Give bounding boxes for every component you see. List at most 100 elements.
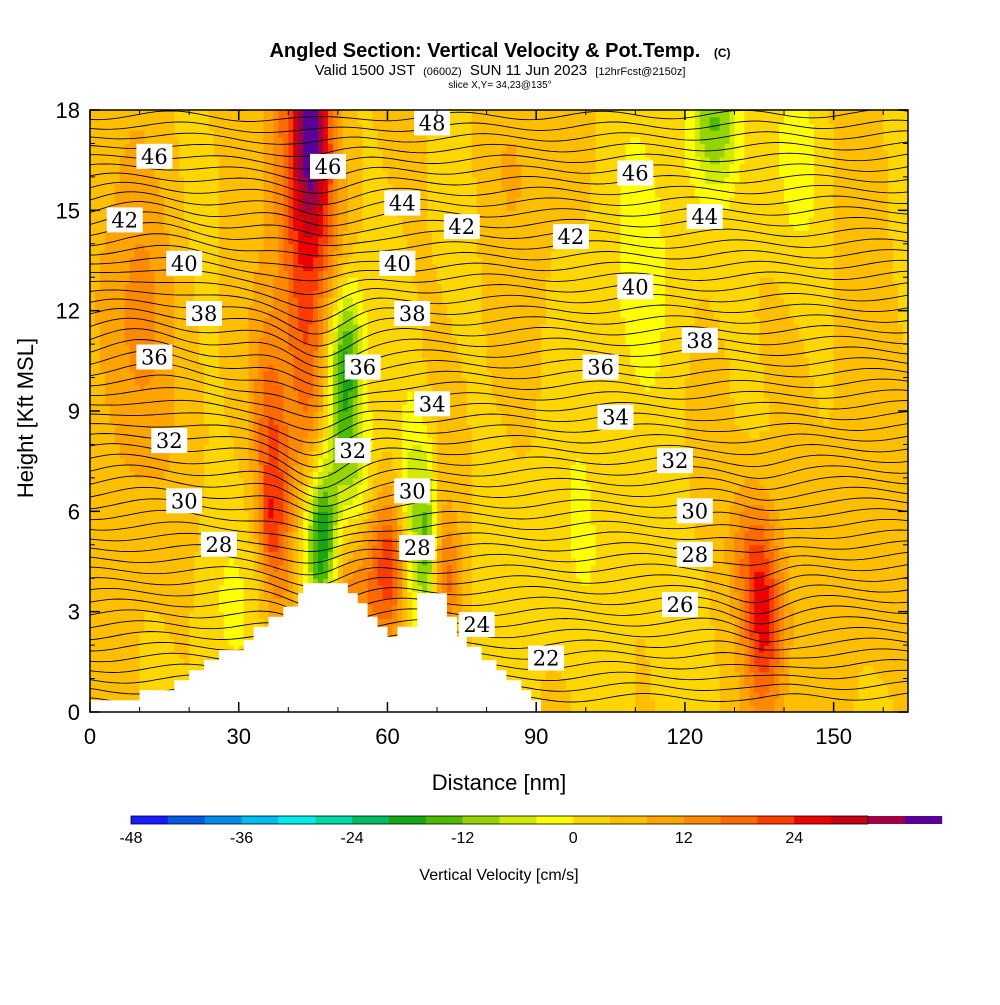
velocity-cell [253,163,260,171]
velocity-cell [208,578,215,586]
velocity-cell [313,411,319,419]
velocity-cell [357,317,364,325]
velocity-cell [124,424,131,432]
velocity-cell [258,344,265,352]
velocity-cell [357,290,364,298]
velocity-cell [327,317,334,325]
velocity-cell [308,444,314,452]
velocity-cell [283,524,289,532]
velocity-cell [204,477,210,486]
velocity-cell [114,665,121,673]
velocity-cell [139,337,146,345]
velocity-cell [288,237,294,245]
velocity-cell [134,404,141,412]
velocity-cell [129,290,136,298]
velocity-cell [109,270,116,278]
velocity-cell [293,538,299,546]
velocity-cell [109,424,116,432]
velocity-cell [318,497,324,506]
velocity-cell [278,303,284,312]
velocity-cell [189,564,195,573]
velocity-cell [159,377,165,385]
velocity-cell [204,591,210,599]
velocity-cell [327,504,334,512]
velocity-cell [109,431,116,439]
velocity-cell [337,203,344,211]
velocity-cell [288,330,294,339]
velocity-cell [268,411,275,419]
velocity-cell [213,357,220,365]
velocity-cell [199,110,205,118]
velocity-cell [273,538,279,546]
velocity-cell [199,150,205,158]
velocity-cell [124,143,131,151]
velocity-cell [337,317,344,325]
velocity-cell [258,404,265,412]
velocity-cell [124,417,131,425]
velocity-cell [233,518,240,526]
velocity-cell [238,491,245,499]
velocity-cell [303,170,309,178]
velocity-cell [323,578,329,586]
velocity-cell [258,437,265,446]
velocity-cell [99,457,106,466]
velocity-cell [347,303,354,312]
velocity-cell [223,223,230,231]
velocity-cell [213,444,220,452]
velocity-cell [99,163,106,171]
velocity-cell [337,384,344,392]
velocity-cell [124,390,131,399]
velocity-cell [283,417,289,425]
velocity-cell [204,290,210,298]
velocity-cell [263,257,270,265]
velocity-cell [119,257,126,265]
velocity-cell [253,303,260,312]
velocity-cell [179,538,185,546]
velocity-cell [223,250,230,258]
velocity-cell [258,130,265,138]
velocity-cell [288,317,294,325]
velocity-cell [199,243,205,252]
velocity-cell [114,571,121,579]
velocity-cell [298,210,304,218]
velocity-cell [129,377,136,385]
velocity-cell [90,344,96,352]
velocity-cell [308,150,314,158]
velocity-cell [248,183,255,191]
velocity-cell [94,678,101,686]
velocity-cell [119,317,126,325]
velocity-cell [308,143,314,151]
velocity-cell [223,631,230,640]
velocity-cell [189,123,195,131]
velocity-cell [238,437,245,446]
velocity-cell [90,591,96,599]
velocity-cell [184,611,190,619]
velocity-cell [253,203,260,211]
velocity-cell [114,277,121,285]
velocity-cell [149,631,156,640]
velocity-cell [174,397,180,405]
velocity-cell [204,170,210,178]
velocity-cell [139,377,146,385]
velocity-cell [308,491,314,499]
velocity-cell [213,424,220,432]
velocity-cell [218,558,225,566]
velocity-cell [104,431,111,439]
velocity-cell [99,424,106,432]
velocity-cell [149,116,156,124]
velocity-cell [90,638,96,646]
velocity-cell [303,471,309,479]
velocity-cell [154,237,161,245]
velocity-cell [318,217,324,225]
velocity-cell [228,431,235,439]
velocity-cell [179,625,185,633]
velocity-cell [179,230,185,238]
velocity-cell [357,598,364,606]
velocity-cell [104,571,111,579]
velocity-cell [248,283,255,292]
velocity-cell [263,431,270,439]
velocity-cell [154,110,161,118]
velocity-cell [189,651,195,660]
velocity-cell [94,143,101,151]
velocity-cell [99,364,106,372]
